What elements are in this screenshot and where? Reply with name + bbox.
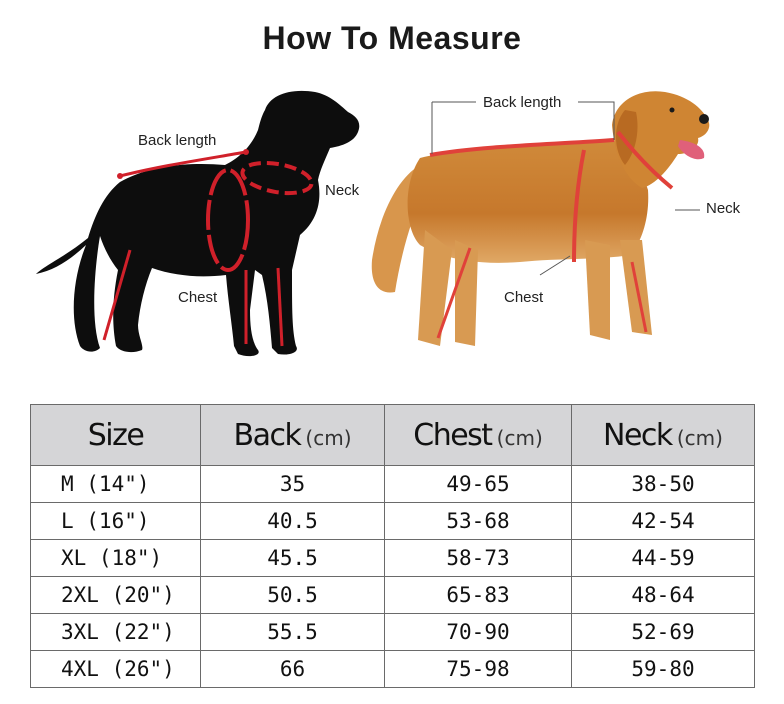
- table-row: XL (18") 45.5 58-73 44-59: [30, 539, 755, 577]
- chest-cell: 70-90: [384, 613, 572, 651]
- size-cell: M (14"): [30, 465, 201, 503]
- table-row: 2XL (20") 50.5 65-83 48-64: [30, 576, 755, 614]
- chest-cell: 53-68: [384, 502, 572, 540]
- header-size: Size: [30, 404, 201, 466]
- size-cell: XL (18"): [30, 539, 201, 577]
- chest-cell: 65-83: [384, 576, 572, 614]
- back-cell: 55.5: [200, 613, 385, 651]
- table-row: L (16") 40.5 53-68 42-54: [30, 502, 755, 540]
- neck-cell: 48-64: [571, 576, 755, 614]
- golden-retriever-illustration: [371, 91, 710, 346]
- retriever-back-length-label: Back length: [483, 94, 561, 111]
- size-cell: L (16"): [30, 502, 201, 540]
- chest-cell: 58-73: [384, 539, 572, 577]
- header-size-label: Size: [87, 417, 145, 453]
- back-cell: 35: [200, 465, 385, 503]
- header-neck-unit: (cm): [676, 425, 723, 450]
- size-cell: 4XL (26"): [30, 650, 201, 688]
- silhouette-dog-illustration: [36, 90, 360, 357]
- header-chest: Chest (cm): [384, 404, 572, 466]
- header-chest-label: Chest: [413, 417, 493, 453]
- back-cell: 40.5: [200, 502, 385, 540]
- size-cell: 3XL (22"): [30, 613, 201, 651]
- neck-cell: 52-69: [571, 613, 755, 651]
- neck-cell: 38-50: [571, 465, 755, 503]
- silhouette-back-measure-line: [118, 150, 248, 178]
- silhouette-chest-measure-line: [206, 168, 250, 272]
- size-cell: 2XL (20"): [30, 576, 201, 614]
- size-chart-table: Size Back (cm) Chest (cm) Neck (cm) M (1…: [30, 404, 755, 688]
- silhouette-chest-label: Chest: [178, 289, 218, 306]
- header-back: Back (cm): [200, 404, 385, 466]
- silhouette-neck-measure-line: [240, 160, 314, 196]
- neck-cell: 44-59: [571, 539, 755, 577]
- retriever-chest-measure-tape: [572, 149, 586, 263]
- page-title: How To Measure: [262, 20, 522, 56]
- table-header-row: Size Back (cm) Chest (cm) Neck (cm): [30, 404, 755, 466]
- retriever-back-measure-tape: [429, 138, 615, 157]
- table-row: 4XL (26") 66 75-98 59-80: [30, 650, 755, 688]
- retriever-neck-label: Neck: [706, 200, 741, 217]
- header-neck: Neck (cm): [571, 404, 755, 466]
- neck-cell: 42-54: [571, 502, 755, 540]
- back-cell: 45.5: [200, 539, 385, 577]
- chest-cell: 75-98: [384, 650, 572, 688]
- retriever-neck-measure-tape: [616, 130, 674, 190]
- table-row: 3XL (22") 55.5 70-90 52-69: [30, 613, 755, 651]
- chest-cell: 49-65: [384, 465, 572, 503]
- retriever-chest-label: Chest: [504, 289, 544, 306]
- neck-cell: 59-80: [571, 650, 755, 688]
- back-cell: 66: [200, 650, 385, 688]
- measurement-diagram: Back length Neck Chest: [36, 90, 741, 357]
- header-neck-label: Neck: [603, 417, 673, 453]
- header-back-unit: (cm): [305, 425, 352, 450]
- header-chest-unit: (cm): [496, 425, 543, 450]
- back-cell: 50.5: [200, 576, 385, 614]
- header-back-label: Back: [233, 417, 301, 453]
- table-row: M (14") 35 49-65 38-50: [30, 465, 755, 503]
- silhouette-back-length-label: Back length: [138, 132, 216, 149]
- silhouette-neck-label: Neck: [325, 182, 360, 199]
